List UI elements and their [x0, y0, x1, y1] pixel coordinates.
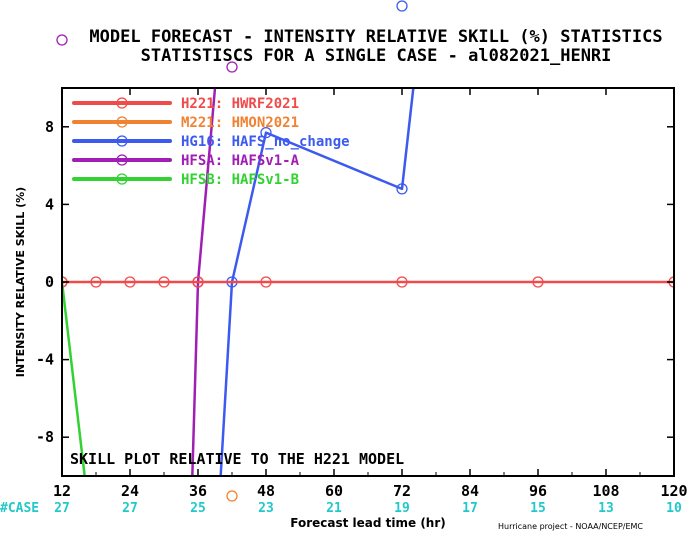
- legend-marker-5: [116, 173, 128, 185]
- x-tick-label: 60: [325, 482, 343, 500]
- series-1-marker: [396, 276, 408, 288]
- series-1-marker: [124, 276, 136, 288]
- case-count: 27: [122, 501, 138, 516]
- legend-label-1: H221: HWRF2021: [181, 96, 299, 112]
- series-3-marker: [260, 126, 272, 139]
- series-1-marker: [158, 276, 170, 288]
- y-tick-label: -8: [36, 428, 54, 446]
- x-tick-label: 120: [660, 482, 687, 500]
- x-tick-label: 84: [461, 482, 479, 500]
- case-count: 19: [394, 501, 410, 516]
- legend-label-4: HFSA: HAFSv1-A: [181, 153, 300, 169]
- x-tick-label: 12: [53, 482, 71, 500]
- x-axis-label: Forecast lead time (hr): [290, 516, 446, 530]
- series-1-marker: [532, 276, 544, 288]
- y-axis-label: INTENSITY RELATIVE SKILL (%): [14, 187, 27, 377]
- x-tick-label: 24: [121, 482, 139, 500]
- outside-markers: [56, 0, 408, 502]
- series-4-title-marker: [56, 34, 68, 46]
- case-counts: 27 27 25 23 21 19 17 15 13 10: [54, 501, 682, 516]
- x-tick-label: 96: [529, 482, 547, 500]
- legend-label-3: HG16: HAFS_no_change: [181, 134, 350, 150]
- y-tick-label: 8: [45, 118, 54, 136]
- legend: H221: HWRF2021 M221: HMON2021 HG16: HAFS_n…: [72, 96, 350, 188]
- series-3-offscale-marker: [396, 0, 408, 12]
- case-count: 25: [190, 501, 206, 516]
- x-tick-label: 48: [257, 482, 275, 500]
- y-tick-label: 4: [45, 195, 54, 213]
- x-tick-label: 108: [592, 482, 619, 500]
- series-4-offscale-marker: [226, 61, 238, 73]
- case-count: 17: [462, 501, 478, 516]
- series-3-marker: [396, 183, 408, 195]
- skill-note: SKILL PLOT RELATIVE TO THE H221 MODEL: [70, 450, 404, 468]
- credit-text: Hurricane project - NOAA/NCEP/EMC: [498, 522, 643, 531]
- chart-subtitle: STATISTISCS FOR A SINGLE CASE - al082021…: [141, 46, 612, 66]
- chart-title: MODEL FORECAST - INTENSITY RELATIVE SKIL…: [89, 27, 662, 47]
- x-axis: 12 24 36 48 60 72 84 96 108 120: [53, 88, 688, 500]
- legend-marker-3: [116, 135, 128, 147]
- series-3-line: [219, 88, 415, 476]
- case-count: 13: [598, 501, 614, 516]
- series-1-marker: [260, 276, 272, 288]
- legend-marker-1: [116, 97, 128, 109]
- case-count: 23: [258, 501, 274, 516]
- legend-label-5: HFSB: HAFSv1-B: [181, 172, 299, 188]
- x-tick-label: 36: [189, 482, 207, 500]
- series-1-marker: [192, 276, 204, 288]
- y-axis: -8 -4 0 4 8: [36, 118, 674, 446]
- series-2-below-marker: [226, 490, 238, 502]
- y-tick-label: -4: [36, 351, 54, 369]
- case-count: 15: [530, 501, 546, 516]
- legend-marker-2: [116, 116, 128, 128]
- case-count: 21: [326, 501, 342, 516]
- legend-marker-4: [116, 154, 128, 166]
- plot-area: [62, 88, 674, 476]
- case-label: #CASE: [0, 501, 39, 516]
- case-count: 27: [54, 501, 70, 516]
- series-1-marker: [90, 276, 102, 288]
- y-tick-label: 0: [45, 273, 54, 291]
- case-count: 10: [666, 501, 682, 516]
- x-tick-label: 72: [393, 482, 411, 500]
- legend-label-2: M221: HMON2021: [181, 115, 299, 131]
- series-5-line: [62, 281, 86, 476]
